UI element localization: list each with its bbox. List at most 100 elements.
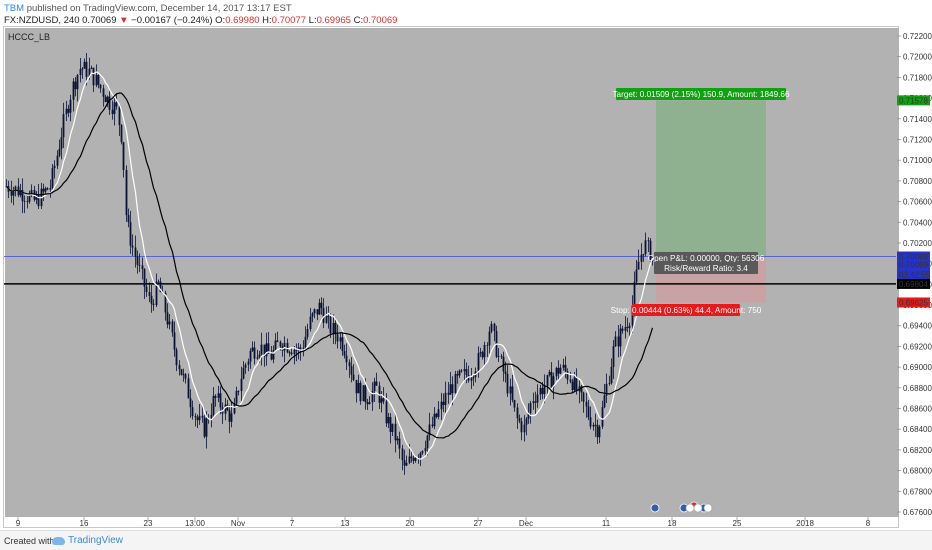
open-pl-label-box — [654, 252, 758, 264]
candle-body — [309, 316, 312, 330]
candle-body — [642, 253, 645, 255]
price-tick-label: 0.67600 — [903, 508, 932, 517]
author-link[interactable]: TBM — [4, 3, 25, 14]
candle-body — [30, 189, 33, 195]
price-tick-label: 0.70400 — [903, 218, 932, 227]
footer: Created with TradingView — [0, 530, 932, 550]
open-pl-label: Open P&L: 0.00000, Qty: 56306 — [648, 254, 765, 263]
candle-body — [196, 417, 199, 421]
candle-body — [557, 367, 560, 374]
candle-body — [72, 81, 75, 100]
current-price-badge-text: 0.70069 — [899, 261, 928, 270]
indicator-label[interactable]: HCCC_LB — [8, 32, 51, 42]
candle-body — [90, 67, 93, 69]
candle-body — [242, 367, 245, 379]
candle-body — [364, 385, 367, 403]
tradingview-logo[interactable]: TradingView — [52, 535, 123, 546]
candle-body — [166, 312, 169, 325]
candle-body — [230, 413, 233, 422]
candle-body — [357, 382, 360, 394]
candle-body — [81, 68, 84, 70]
publish-text: published on TradingView.com, December 1… — [24, 3, 292, 14]
close-key: C: — [353, 15, 364, 26]
price-tick-label: 0.69200 — [903, 342, 932, 351]
time-tick-label: 25 — [733, 519, 742, 528]
candle-body — [589, 417, 592, 427]
candle-body — [350, 366, 353, 375]
symbol-label[interactable]: FX:NZDUSD, 240 — [4, 15, 80, 26]
price-tick-label: 0.69000 — [903, 363, 932, 372]
candle-body — [389, 417, 392, 433]
candle-body — [465, 369, 468, 375]
candle-body — [171, 321, 174, 333]
candle-body — [463, 369, 466, 372]
candle-body — [527, 413, 530, 419]
candle-body — [247, 361, 250, 365]
candle-body — [219, 393, 222, 408]
candle-body — [251, 347, 254, 351]
candle-body — [421, 451, 424, 453]
candle-body — [426, 435, 429, 448]
price-tick-label: 0.71400 — [903, 115, 932, 124]
candle-body — [210, 414, 213, 420]
candle-body — [385, 401, 388, 424]
time-tick-label: 23 — [144, 519, 153, 528]
candle-body — [543, 386, 546, 395]
candle-body — [470, 378, 473, 381]
candle-body — [614, 336, 617, 347]
candle-body — [396, 438, 399, 441]
candle-body — [102, 88, 105, 97]
stop-price-badge — [897, 297, 930, 308]
candle-body — [582, 392, 585, 402]
close-value: 0.70069 — [363, 15, 398, 26]
candle-body — [483, 345, 486, 358]
candle-body — [601, 407, 604, 427]
candle-body — [175, 349, 178, 366]
candle-body — [592, 424, 595, 427]
candle-body — [454, 374, 457, 394]
candle-body — [14, 186, 17, 191]
candle-body — [532, 401, 535, 404]
candle-body — [428, 424, 431, 436]
candle-body — [313, 309, 316, 314]
candle-body — [129, 222, 132, 246]
candle-body — [299, 347, 302, 352]
price-tick-label: 0.68200 — [903, 446, 932, 455]
risk-reward-label-box — [654, 262, 758, 274]
candle-body — [184, 374, 187, 379]
brand-name: TradingView — [68, 535, 124, 546]
candle-body — [373, 381, 376, 392]
candle-body — [559, 367, 562, 374]
candle-body — [513, 400, 516, 408]
candle-body — [419, 452, 422, 458]
chart-canvas[interactable]: 0.722000.720000.718000.716000.714000.712… — [0, 0, 932, 530]
candle-body — [408, 456, 411, 463]
candle-body — [95, 74, 98, 86]
candle-body — [442, 401, 445, 406]
candle-body — [253, 347, 256, 359]
candle-body — [267, 343, 270, 354]
candle-body — [633, 282, 636, 306]
candle-body — [355, 379, 358, 394]
candle-body — [23, 201, 26, 202]
candle-body — [290, 352, 293, 355]
candle-body — [398, 438, 401, 449]
candle-body — [12, 190, 15, 196]
price-tick-label: 0.72000 — [903, 53, 932, 62]
candle-body — [640, 254, 643, 262]
fast-moving-average — [6, 71, 654, 460]
candle-body — [414, 457, 417, 461]
candle-body — [108, 96, 111, 110]
candle-body — [217, 393, 220, 398]
candle-body — [628, 325, 631, 328]
candle-body — [518, 418, 521, 422]
candle-body — [178, 365, 181, 370]
candle-body — [21, 190, 24, 202]
candle-body — [272, 350, 275, 360]
candle-body — [626, 327, 629, 328]
low-key: L: — [308, 15, 317, 26]
candle-body — [180, 369, 183, 375]
countdown-text: 03:42:55 — [899, 271, 931, 280]
event-count-badge — [685, 503, 695, 513]
candle-body — [647, 240, 650, 242]
